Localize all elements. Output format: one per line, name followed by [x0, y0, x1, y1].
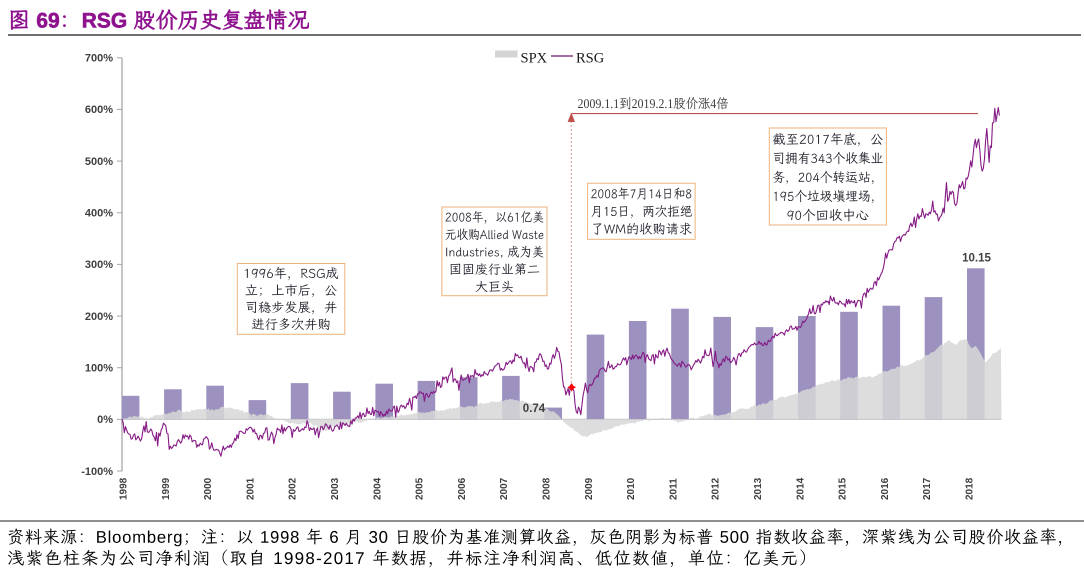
svg-text:200%: 200% [85, 311, 113, 323]
svg-text:2006: 2006 [457, 477, 468, 500]
svg-text:2018: 2018 [965, 477, 976, 500]
svg-text:2016: 2016 [880, 477, 891, 500]
svg-text:-100%: -100% [81, 466, 113, 478]
svg-text:500%: 500% [85, 156, 113, 168]
svg-text:SPX: SPX [521, 50, 548, 66]
svg-text:2015: 2015 [838, 477, 849, 500]
svg-text:2007: 2007 [499, 477, 510, 500]
svg-text:400%: 400% [85, 208, 113, 220]
svg-text:2002: 2002 [288, 477, 299, 500]
svg-text:2000: 2000 [203, 477, 214, 500]
svg-text:2003: 2003 [330, 477, 341, 500]
svg-text:0%: 0% [97, 414, 113, 426]
svg-text:2010: 2010 [626, 477, 637, 500]
svg-text:2014: 2014 [795, 477, 806, 500]
svg-text:10.15: 10.15 [962, 253, 991, 265]
svg-text:2005: 2005 [415, 477, 426, 500]
svg-text:300%: 300% [85, 259, 113, 271]
svg-text:1998: 1998 [119, 477, 130, 500]
svg-text:2004: 2004 [372, 477, 383, 500]
svg-text:0.74: 0.74 [523, 403, 546, 415]
svg-text:600%: 600% [85, 104, 113, 116]
svg-text:100%: 100% [85, 363, 113, 375]
svg-text:2001: 2001 [245, 477, 256, 500]
svg-text:2011: 2011 [668, 478, 679, 500]
svg-text:2012: 2012 [711, 477, 722, 500]
svg-text:2013: 2013 [753, 477, 764, 500]
svg-text:2017: 2017 [922, 477, 933, 500]
svg-text:1999: 1999 [161, 477, 172, 500]
svg-text:2009: 2009 [584, 477, 595, 500]
svg-text:700%: 700% [85, 53, 113, 65]
svg-text:2008: 2008 [542, 477, 553, 500]
svg-text:RSG: RSG [576, 50, 605, 66]
